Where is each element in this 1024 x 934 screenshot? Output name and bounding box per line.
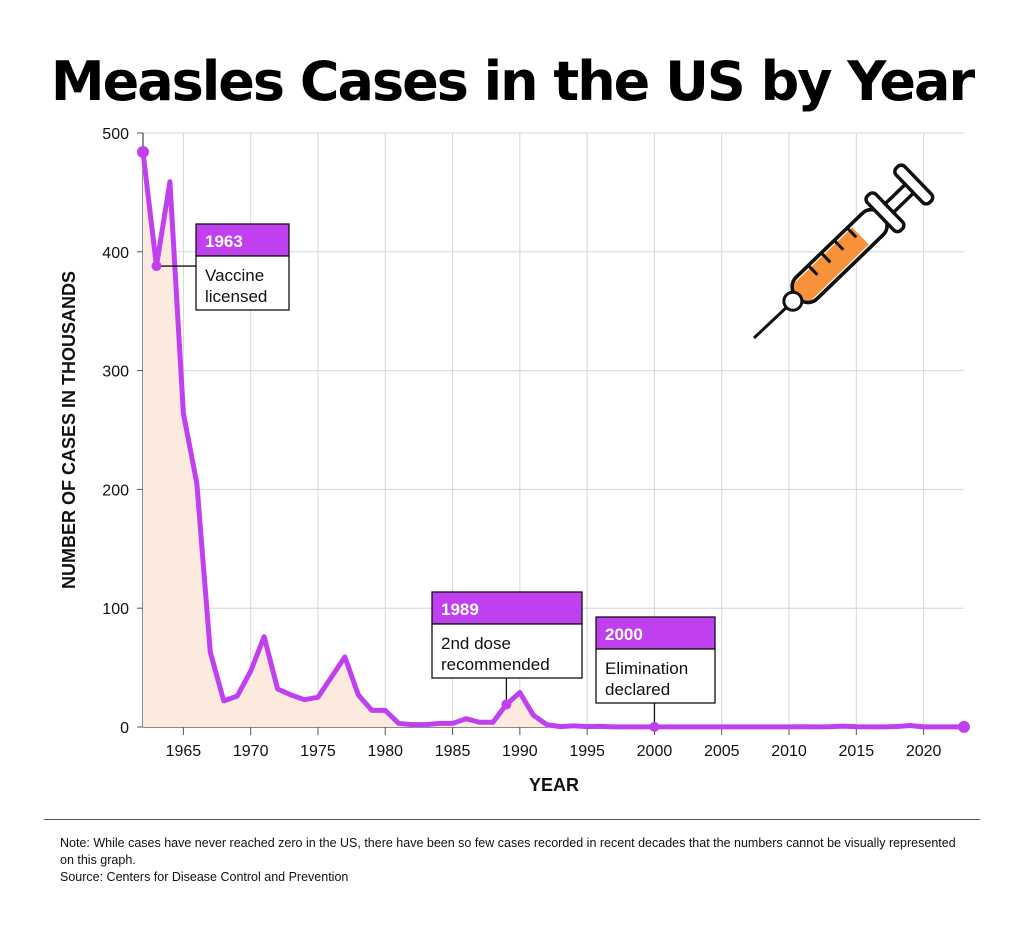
- x-tick-label: 1965: [166, 743, 202, 760]
- annotation-text: 2nd dose: [441, 634, 511, 653]
- footnote: Note: While cases have never reached zer…: [60, 835, 960, 886]
- x-axis-label: YEAR: [529, 775, 579, 795]
- annotation-text: Vaccine: [205, 266, 264, 285]
- annotation-text: Elimination: [605, 659, 688, 678]
- chart-title: Measles Cases in the US by Year: [50, 50, 975, 113]
- annotation-header: [431, 591, 583, 625]
- series-point-end: [958, 720, 970, 733]
- footnote-text: Note: While cases have never reached zer…: [60, 836, 956, 867]
- series-line: [137, 146, 970, 733]
- x-tick-label: 2010: [771, 743, 807, 760]
- annotation-year: 1963: [205, 232, 243, 251]
- x-tick-label: 1980: [367, 743, 403, 760]
- x-tick-label: 1985: [435, 743, 471, 760]
- annotation-header: [195, 223, 290, 257]
- footer-divider: [44, 819, 980, 820]
- annotation-header: [595, 616, 716, 650]
- area-fill: [143, 152, 655, 727]
- y-tick-label: 400: [102, 245, 129, 262]
- annotation-body: [195, 255, 290, 311]
- y-tick-label: 0: [120, 720, 129, 737]
- x-tick-label: 1990: [502, 743, 538, 760]
- annotation-year: 2000: [605, 625, 643, 644]
- annotation-body: [595, 648, 716, 704]
- series-point-start: [137, 146, 149, 159]
- x-tick-label: 2020: [906, 743, 942, 760]
- annotation-point: [501, 699, 512, 710]
- y-tick-label: 200: [102, 482, 129, 499]
- x-tick-label: 1970: [233, 743, 269, 760]
- annotations: 1963 Vaccine licensed 1989 2nd dose recommend…: [151, 223, 716, 732]
- annotation-point: [649, 721, 660, 732]
- chart-area: 0 100 200 300 400 500 1965 1970 1975 1980 1985 1990…: [59, 126, 970, 795]
- annotation-text: declared: [605, 680, 670, 699]
- series-area: [143, 152, 655, 727]
- x-tick-label: 1975: [300, 743, 336, 760]
- annotation-point: [151, 261, 162, 272]
- y-tick-label: 500: [102, 126, 129, 143]
- annotation-year: 1989: [441, 600, 479, 619]
- series-line-path: [140, 149, 967, 730]
- annotation-text: licensed: [205, 287, 267, 306]
- y-tick-label: 300: [102, 364, 129, 381]
- x-tick-label: 2000: [637, 743, 673, 760]
- annotation-text: recommended: [441, 655, 550, 674]
- syringe-icon: [752, 163, 935, 340]
- source-text: Source: Centers for Disease Control and …: [60, 870, 349, 884]
- x-tick-label: 2015: [839, 743, 875, 760]
- x-tick-label: 1995: [569, 743, 605, 760]
- annotation-body: [431, 623, 583, 679]
- x-tick-label: 2005: [704, 743, 740, 760]
- y-axis-label: NUMBER OF CASES IN THOUSANDS: [59, 271, 79, 589]
- axis-ticks: 0 100 200 300 400 500 1965 1970 1975 1980 1985 1990…: [102, 126, 941, 760]
- y-tick-label: 100: [102, 601, 129, 618]
